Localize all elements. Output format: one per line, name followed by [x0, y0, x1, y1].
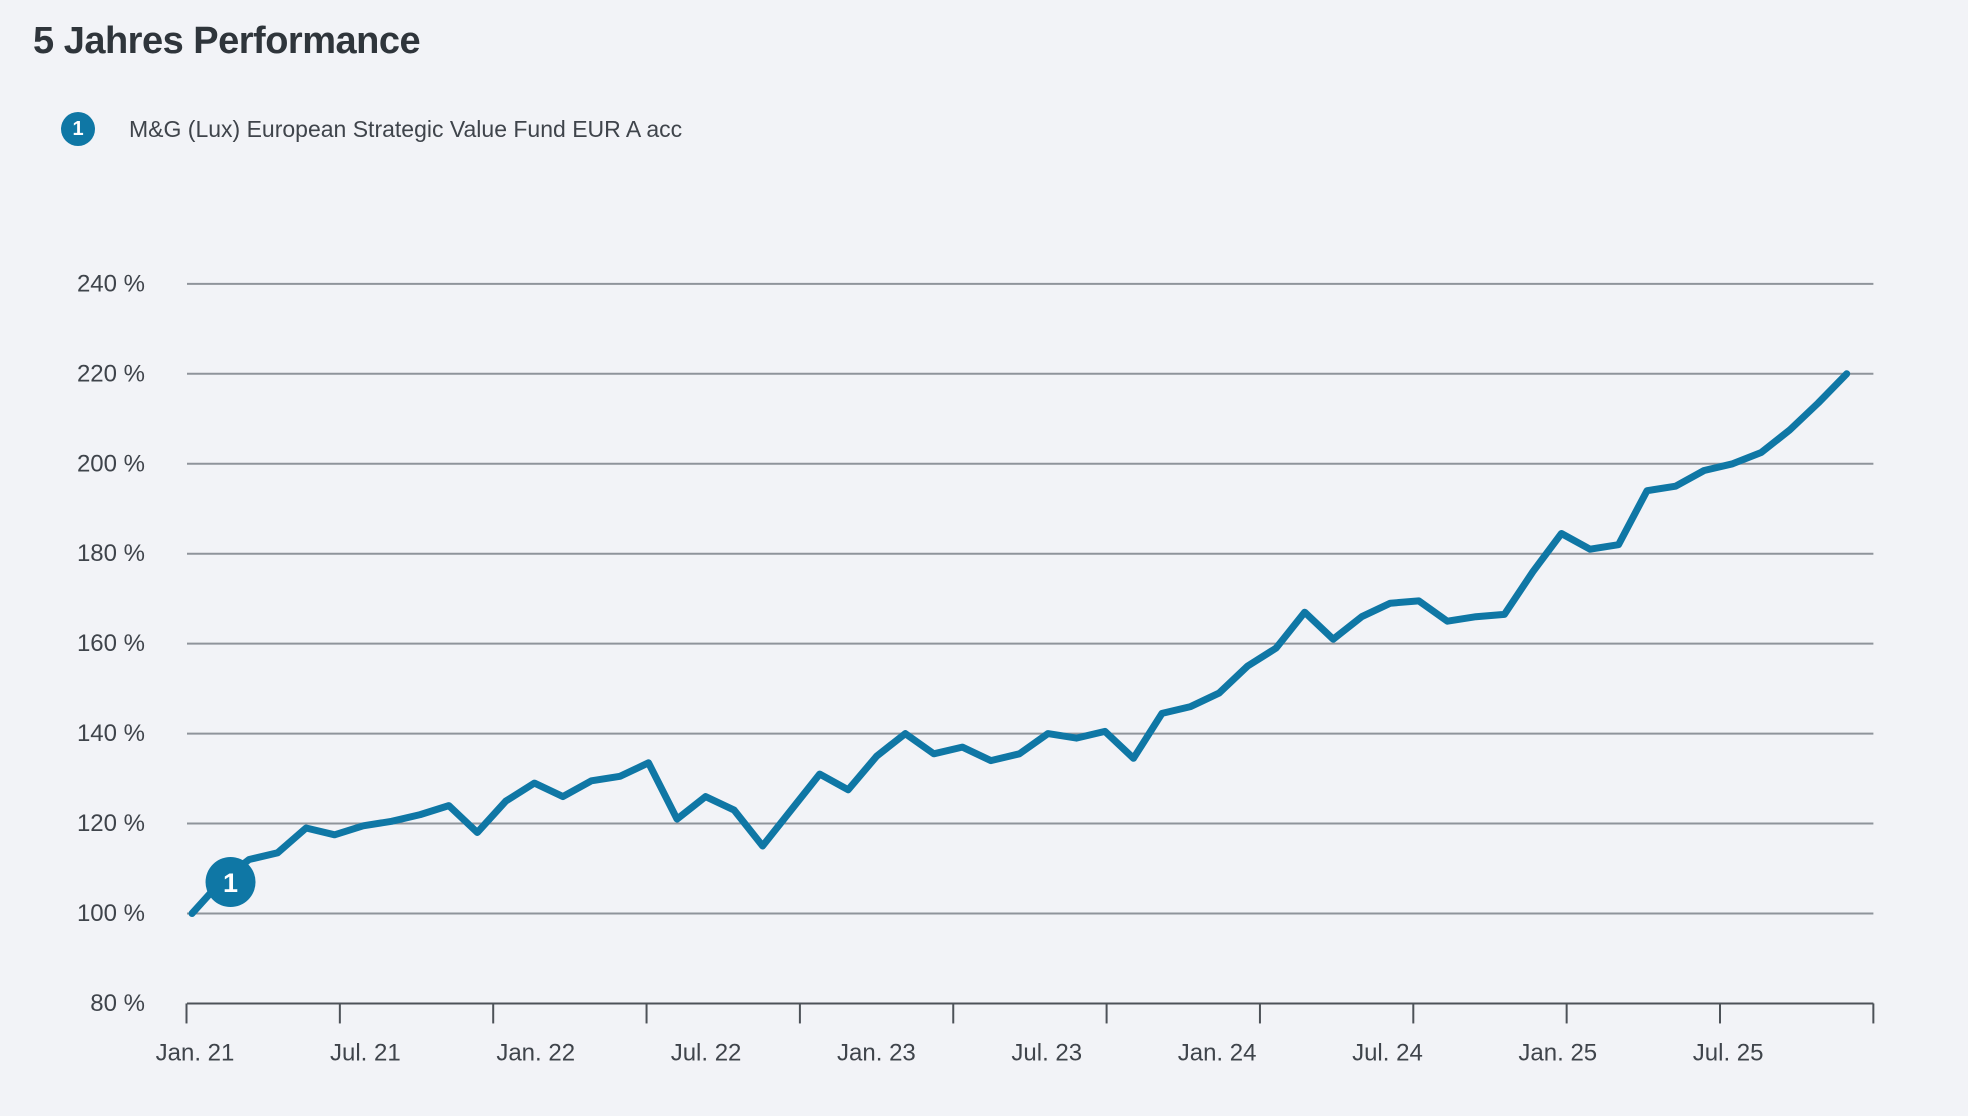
- series-1-legend-badge-number: 1: [72, 117, 84, 140]
- y-axis-label: 80 %: [90, 990, 145, 1017]
- y-axis-label: 220 %: [77, 360, 145, 387]
- y-axis-label: 180 %: [77, 540, 145, 567]
- y-axis-label: 140 %: [77, 720, 145, 747]
- series-1-line: [188, 370, 1851, 917]
- x-axis-label: Jan. 24: [1178, 1040, 1257, 1067]
- series-1-chart-badge-number: 1: [223, 868, 238, 898]
- x-axis-label: Jul. 24: [1352, 1040, 1423, 1067]
- series-1-legend-badge-icon: 1: [61, 112, 95, 146]
- y-axis-label: 120 %: [77, 810, 145, 837]
- x-axis-label: Jan. 25: [1518, 1040, 1597, 1067]
- y-axis-label: 240 %: [77, 270, 145, 297]
- x-axis-label: Jul. 22: [671, 1040, 742, 1067]
- legend: 1 M&G (Lux) European Strategic Value Fun…: [61, 112, 682, 146]
- x-axis-label: Jul. 23: [1011, 1040, 1082, 1067]
- x-axis-label: Jul. 21: [330, 1040, 401, 1067]
- x-axis-label: Jan. 22: [496, 1040, 575, 1067]
- x-axis-label: Jul. 25: [1693, 1040, 1764, 1067]
- x-axis-label: Jan. 23: [837, 1040, 916, 1067]
- page-title: 5 Jahres Performance: [33, 20, 421, 62]
- series-1-chart-badge-icon: [205, 857, 256, 908]
- x-axis-label: Jan. 21: [156, 1040, 235, 1067]
- y-axis-label: 100 %: [77, 900, 145, 927]
- y-axis-label: 160 %: [77, 630, 145, 657]
- series-1-label: M&G (Lux) European Strategic Value Fund …: [129, 115, 683, 142]
- y-axis-label: 200 %: [77, 450, 145, 477]
